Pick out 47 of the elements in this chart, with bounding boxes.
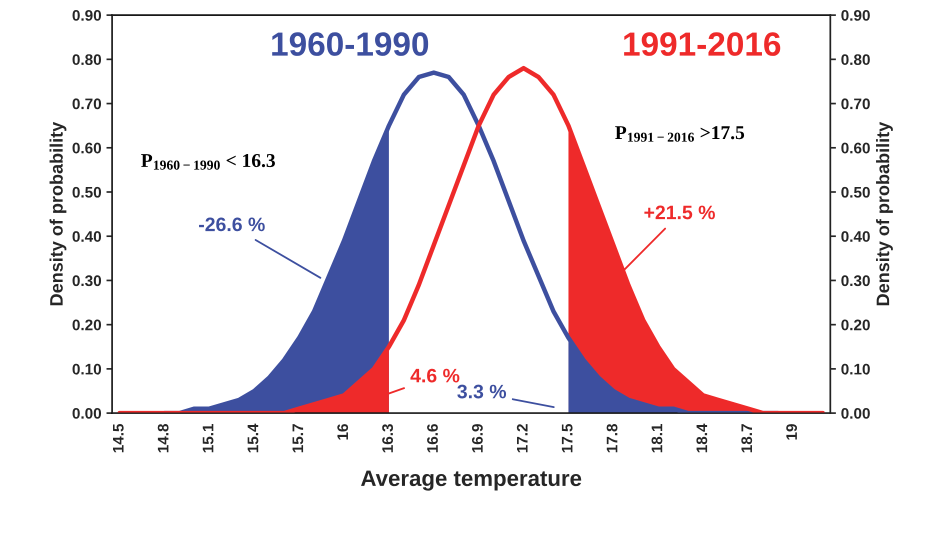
annotation: 4.6 % [410,368,460,382]
annotation: 1960-1990 [272,32,428,56]
y2-tick-label: 0.10 [841,364,870,375]
x-axis-title: Average temperature [361,470,582,491]
y-tick-label: 0.70 [72,98,102,110]
y2-tick-label: 0.80 [841,54,870,66]
x-tick-label: 14.5 [113,424,124,452]
x-tick-label: 15.7 [292,424,304,452]
y-tick-label: 0.00 [72,408,102,419]
annotation: P$_{1991−2016}$ >17.5 [615,126,744,142]
x-tick-label: 16 [337,424,348,440]
y-tick-label: 0.90 [72,10,102,21]
y-tick-label: 0.80 [72,54,102,66]
y2-tick-label: 0.40 [841,231,870,242]
y2-tick-label: 0.90 [841,10,870,21]
y2-tick-label: 0.20 [841,320,870,330]
y-tick-label: 0.30 [72,275,102,286]
x-tick-label: 17.5 [562,424,573,452]
x-tick-label: 18.1 [652,424,662,452]
x-tick-label: 16.3 [382,424,394,452]
y-tick-label: 0.40 [72,231,102,242]
x-tick-label: 14.8 [158,424,169,452]
y-tick-label: 0.20 [72,320,102,330]
x-tick-label: 16.9 [472,424,483,452]
y2-axis-title: Density of probability [876,122,893,306]
y2-tick-label: 0.70 [841,98,870,110]
y-tick-label: 0.60 [72,142,102,154]
x-tick-label: 18.4 [696,424,708,452]
annotation: +21.5 % [644,206,715,220]
y2-tick-label: 0.30 [841,275,870,286]
y-tick-label: 0.10 [72,364,102,375]
annotation: P$_{1960−1990}$ < 16.3 [141,154,275,170]
x-tick-label: 19 [786,424,798,440]
y2-tick-label: 0.00 [841,408,870,419]
y2-tick-label: 0.50 [841,186,870,198]
y-tick-label: 0.50 [72,186,102,198]
annotation: 3.3 % [457,384,506,398]
y-axis-title: Density of probability [50,122,66,306]
x-tick-label: 17.8 [606,424,618,452]
x-tick-label: 18.7 [741,424,752,452]
annotation: -26.6 % [199,218,265,232]
x-tick-label: 16.6 [427,424,438,452]
annotation: 1991-2016 [624,32,780,56]
x-tick-label: 15.1 [202,424,214,452]
x-tick-label: 17.2 [516,424,528,452]
y2-tick-label: 0.60 [841,142,870,154]
x-tick-label: 15.4 [248,424,258,452]
